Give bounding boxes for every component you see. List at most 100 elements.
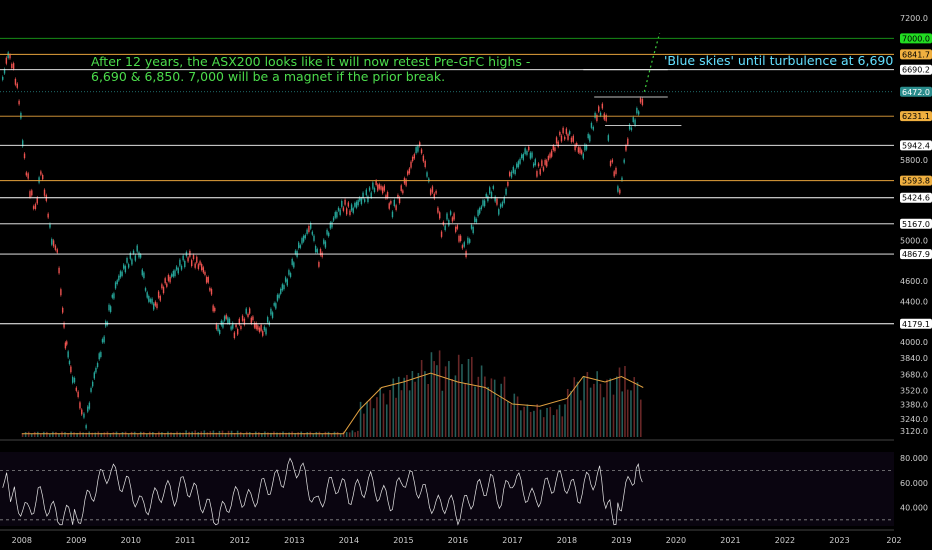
volume-bar bbox=[52, 431, 54, 437]
price-candle bbox=[347, 202, 350, 207]
price-candle bbox=[248, 308, 251, 314]
volume-bar bbox=[596, 371, 598, 437]
price-candle bbox=[116, 280, 118, 284]
volume-bar bbox=[300, 431, 303, 437]
volume-bar bbox=[542, 417, 545, 437]
x-tick-label: 202 bbox=[886, 536, 901, 545]
volume-bar bbox=[516, 396, 519, 437]
price-candle bbox=[512, 166, 515, 173]
volume-bar bbox=[97, 431, 100, 437]
volume-bar bbox=[441, 390, 444, 437]
price-candle bbox=[444, 225, 446, 231]
volume-bar bbox=[124, 431, 127, 437]
x-tick-label: 2023 bbox=[829, 536, 849, 545]
volume-bar bbox=[115, 431, 118, 437]
price-candle bbox=[151, 298, 153, 304]
level-tag bbox=[900, 218, 932, 229]
volume-bar bbox=[454, 375, 457, 437]
price-candle bbox=[18, 100, 20, 105]
price-candle bbox=[260, 324, 262, 331]
volume-bar bbox=[197, 432, 200, 437]
price-candle bbox=[149, 299, 152, 303]
volume-bar bbox=[309, 431, 312, 437]
volume-bar bbox=[261, 433, 263, 437]
price-candle bbox=[286, 279, 288, 286]
volume-bar bbox=[264, 431, 266, 437]
volume-bar bbox=[152, 432, 154, 437]
price-candle bbox=[613, 171, 615, 177]
volume-bar bbox=[112, 432, 115, 437]
price-candle bbox=[217, 325, 219, 332]
volume-bar bbox=[424, 371, 426, 437]
volume-bar bbox=[564, 404, 566, 437]
price-candle bbox=[564, 136, 566, 140]
volume-bar bbox=[427, 383, 429, 437]
price-candle bbox=[118, 275, 120, 281]
price-candle bbox=[34, 204, 37, 210]
price-candle bbox=[559, 131, 561, 136]
x-tick-label: 2011 bbox=[175, 536, 195, 545]
volume-bar bbox=[639, 399, 642, 437]
price-candle bbox=[257, 325, 259, 330]
price-candle bbox=[308, 226, 310, 232]
price-candle bbox=[552, 145, 554, 151]
price-candle bbox=[514, 169, 516, 175]
price-candle bbox=[311, 231, 314, 235]
volume-bar bbox=[291, 431, 293, 437]
price-candle bbox=[627, 138, 629, 145]
volume-bar bbox=[433, 361, 435, 437]
price-candle bbox=[95, 367, 97, 373]
price-candle bbox=[200, 264, 203, 271]
volume-bar bbox=[593, 383, 595, 437]
price-candle bbox=[632, 117, 634, 123]
price-candle bbox=[68, 360, 71, 365]
price-candle bbox=[54, 245, 57, 250]
price-candle bbox=[241, 315, 244, 321]
price-candle bbox=[144, 288, 147, 291]
volume-bar bbox=[586, 371, 589, 437]
price-candle bbox=[505, 188, 507, 195]
price-candle bbox=[293, 262, 295, 268]
price-candle bbox=[14, 78, 17, 85]
volume-bar bbox=[82, 432, 84, 437]
volume-bar bbox=[395, 397, 397, 437]
volume-bar bbox=[173, 432, 175, 437]
price-candle bbox=[598, 106, 600, 112]
price-candle bbox=[549, 153, 551, 158]
volume-bar bbox=[94, 432, 97, 437]
price-candle bbox=[516, 163, 518, 168]
price-candle bbox=[617, 186, 619, 192]
price-candle bbox=[132, 250, 135, 254]
volume-bar bbox=[467, 358, 470, 437]
price-candle bbox=[524, 148, 526, 155]
price-candle bbox=[174, 270, 176, 277]
price-candle bbox=[85, 425, 87, 429]
price-candle bbox=[349, 210, 351, 215]
price-candle bbox=[426, 172, 428, 177]
price-candle bbox=[49, 223, 51, 228]
volume-bar bbox=[30, 433, 33, 437]
volume-bar bbox=[312, 433, 315, 437]
price-candle bbox=[458, 235, 460, 242]
price-candle bbox=[197, 264, 200, 269]
volume-bar bbox=[254, 431, 257, 437]
price-candle bbox=[415, 147, 417, 154]
price-candle bbox=[634, 119, 636, 126]
volume-bar bbox=[510, 404, 512, 437]
volume-bar bbox=[288, 432, 290, 437]
y-tick-label: 3840.0 bbox=[900, 354, 928, 363]
volume-bar bbox=[363, 413, 365, 437]
volume-bar bbox=[372, 408, 375, 437]
price-candle bbox=[304, 234, 306, 239]
price-candle bbox=[316, 249, 318, 253]
price-candle bbox=[472, 226, 474, 233]
volume-bar bbox=[345, 432, 348, 437]
level-tag-label: 4179.1 bbox=[902, 320, 930, 329]
level-tag bbox=[900, 111, 932, 122]
price-candle bbox=[357, 200, 359, 206]
level-tag-label: 6841.7 bbox=[902, 50, 930, 59]
projection-line bbox=[643, 33, 661, 92]
volume-bar bbox=[379, 387, 382, 437]
volume-bar bbox=[406, 374, 408, 437]
volume-bar bbox=[245, 431, 248, 437]
